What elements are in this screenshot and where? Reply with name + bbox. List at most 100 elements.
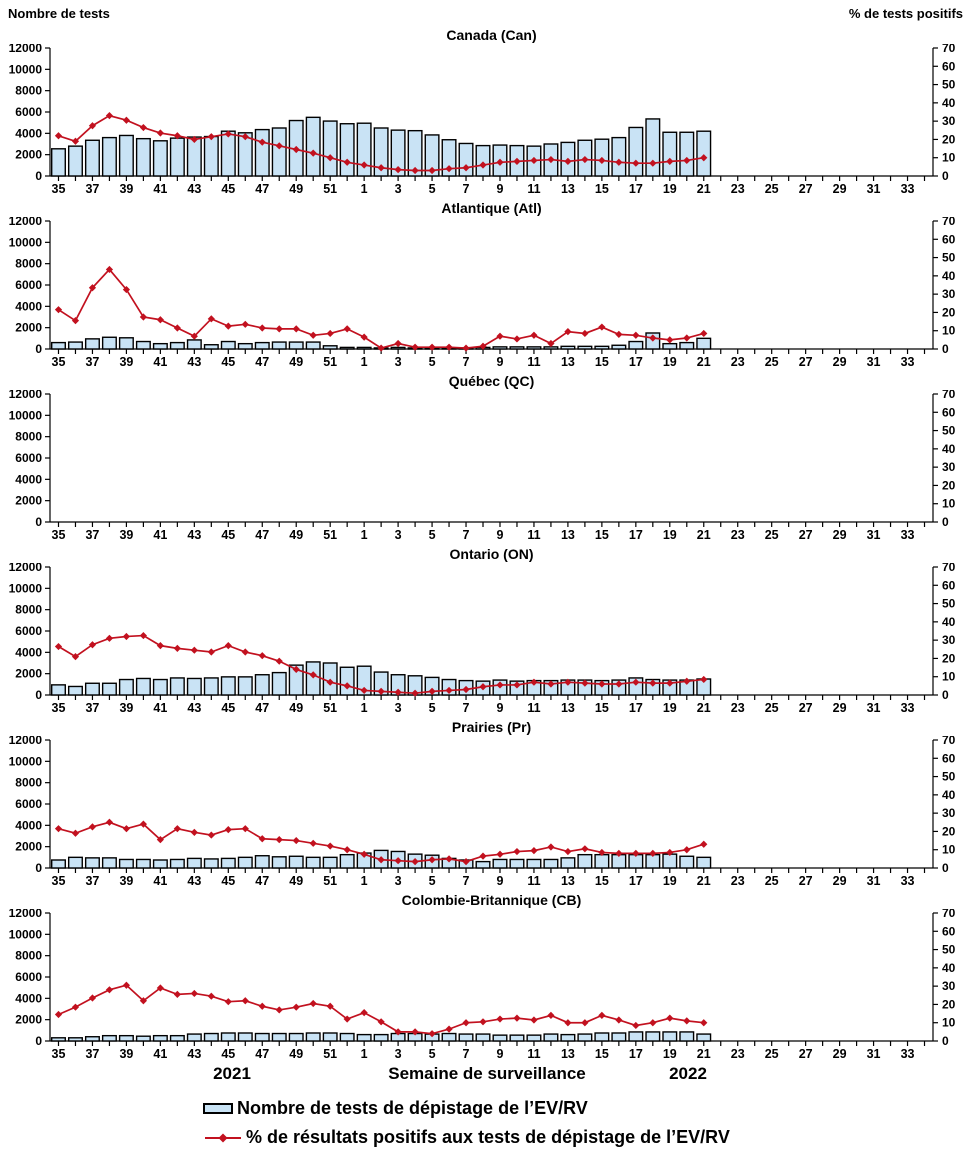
svg-text:43: 43: [187, 701, 201, 715]
svg-text:41: 41: [153, 701, 167, 715]
left-axis-title: Nombre de tests: [8, 6, 110, 21]
y-axis-right-labels: 0 10 20 30 40 50 60 70: [942, 390, 956, 529]
svg-text:7: 7: [463, 182, 470, 196]
svg-text:12000: 12000: [9, 909, 43, 920]
svg-text:20: 20: [942, 478, 956, 492]
svg-text:8000: 8000: [15, 257, 42, 271]
svg-text:39: 39: [119, 528, 133, 542]
svg-text:2000: 2000: [15, 148, 42, 162]
svg-text:10000: 10000: [9, 581, 43, 595]
svg-text:11: 11: [527, 874, 540, 888]
svg-text:13: 13: [561, 701, 575, 715]
svg-text:37: 37: [85, 701, 99, 715]
svg-text:4000: 4000: [15, 126, 42, 140]
svg-text:25: 25: [765, 182, 779, 196]
svg-text:49: 49: [289, 355, 303, 369]
y-axis-left-labels: 0 2000 4000 6000 8000 10000 12000: [9, 390, 43, 529]
y-axis-right-labels: 0 10 20 30 40 50 60 70: [942, 44, 956, 183]
svg-text:10000: 10000: [9, 235, 43, 249]
svg-text:41: 41: [153, 874, 167, 888]
svg-text:37: 37: [85, 355, 99, 369]
svg-text:30: 30: [942, 633, 956, 647]
svg-text:1: 1: [361, 701, 368, 715]
svg-text:31: 31: [867, 182, 881, 196]
svg-text:20: 20: [942, 132, 956, 146]
y-axis-right-labels: 0 10 20 30 40 50 60 70: [942, 563, 956, 702]
panel-quebec: Québec (QC) 0 2000 4000 6000 8000 10000 12000 0…: [0, 372, 967, 545]
svg-text:5: 5: [429, 182, 436, 196]
svg-text:19: 19: [663, 182, 677, 196]
svg-text:12000: 12000: [9, 563, 43, 574]
svg-text:29: 29: [833, 528, 847, 542]
svg-text:4000: 4000: [15, 818, 42, 832]
svg-text:41: 41: [153, 182, 167, 196]
svg-text:2000: 2000: [15, 667, 42, 681]
panel-title-canada: Canada (Can): [446, 27, 537, 43]
svg-text:31: 31: [867, 1047, 881, 1061]
svg-text:12000: 12000: [9, 390, 43, 401]
legend-item-tests: Nombre de tests de dépistage de l’EV/RV: [203, 1094, 967, 1123]
panel-title-ontario: Ontario (ON): [449, 546, 534, 562]
svg-text:21: 21: [697, 1047, 711, 1061]
svg-text:27: 27: [799, 528, 813, 542]
svg-text:43: 43: [187, 874, 201, 888]
svg-text:3: 3: [395, 355, 402, 369]
svg-text:5: 5: [429, 1047, 436, 1061]
svg-text:60: 60: [942, 59, 956, 73]
svg-text:50: 50: [942, 251, 956, 265]
svg-text:10: 10: [942, 670, 956, 684]
svg-text:50: 50: [942, 78, 956, 92]
positivity-markers: [54, 818, 708, 866]
svg-text:15: 15: [595, 874, 609, 888]
legend-item-positivity: % de résultats positifs aux tests de dép…: [203, 1123, 967, 1152]
svg-text:45: 45: [221, 874, 235, 888]
svg-text:30: 30: [942, 287, 956, 301]
panel-atlantique: Atlantique (Atl) 0 2000 4000 6000 8000 10000 1…: [0, 199, 967, 372]
svg-text:60: 60: [942, 405, 956, 419]
svg-text:43: 43: [187, 355, 201, 369]
svg-text:45: 45: [221, 528, 235, 542]
x-axis-labels: 35 37 39 41 43 45 47 49 51 1 3 5 7 9 11 13 15 17 19 21 23 25 2…: [52, 182, 915, 196]
svg-text:1: 1: [361, 355, 368, 369]
svg-text:9: 9: [497, 528, 504, 542]
svg-text:19: 19: [663, 528, 677, 542]
svg-text:35: 35: [52, 182, 66, 196]
svg-text:21: 21: [697, 182, 711, 196]
svg-text:70: 70: [942, 390, 956, 401]
positivity-line: [58, 268, 704, 350]
svg-text:4000: 4000: [15, 472, 42, 486]
svg-text:49: 49: [289, 528, 303, 542]
svg-text:40: 40: [942, 269, 956, 283]
svg-text:17: 17: [629, 874, 643, 888]
y-axis-left-labels: 0 2000 4000 6000 8000 10000 12000: [9, 44, 43, 183]
svg-text:51: 51: [323, 874, 337, 888]
chart-header: Nombre de tests % de tests positifs: [0, 0, 967, 26]
y-axis-right-labels: 0 10 20 30 40 50 60 70: [942, 736, 956, 875]
svg-text:40: 40: [942, 96, 956, 110]
svg-text:5: 5: [429, 701, 436, 715]
svg-text:23: 23: [731, 874, 745, 888]
svg-text:13: 13: [561, 355, 575, 369]
svg-text:60: 60: [942, 578, 956, 592]
svg-text:37: 37: [85, 182, 99, 196]
svg-text:23: 23: [731, 1047, 745, 1061]
x-axis-labels: 35 37 39 41 43 45 47 49 51 1 3 5 7 9 11 13 15 17 19 21 23 25 2…: [52, 355, 915, 369]
svg-text:31: 31: [867, 701, 881, 715]
svg-text:10: 10: [942, 1016, 956, 1030]
svg-text:60: 60: [942, 924, 956, 938]
svg-text:70: 70: [942, 44, 956, 55]
svg-text:19: 19: [663, 1047, 677, 1061]
svg-text:23: 23: [731, 701, 745, 715]
tests-bars: [50, 849, 712, 869]
axes: [45, 393, 938, 527]
tests-bars: [50, 332, 712, 350]
svg-text:5: 5: [429, 528, 436, 542]
svg-text:35: 35: [52, 1047, 66, 1061]
svg-text:33: 33: [901, 528, 915, 542]
svg-text:29: 29: [833, 355, 847, 369]
svg-text:13: 13: [561, 1047, 575, 1061]
panel-canada: Canada (Can) 0 2000 4000 6000 8000 10000 12000…: [0, 26, 967, 199]
svg-text:25: 25: [765, 528, 779, 542]
year-2022-label: 2022: [669, 1064, 707, 1083]
svg-text:11: 11: [527, 701, 540, 715]
